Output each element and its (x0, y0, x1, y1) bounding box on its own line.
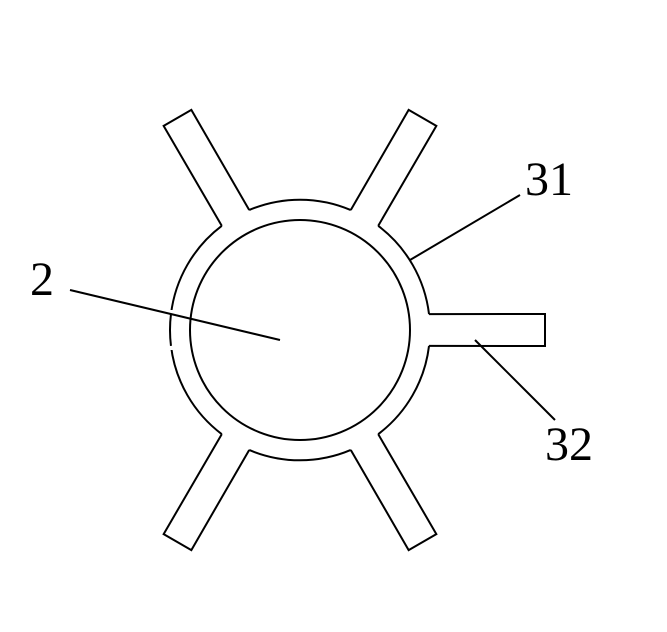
ring-arc-6 (378, 226, 429, 314)
rotor-assembly (50, 110, 545, 550)
callout-32: 32 (545, 418, 593, 471)
erase-spoke-180 (50, 310, 175, 350)
spoke-300 (351, 110, 437, 226)
ring-arc-5 (249, 200, 351, 210)
leader-32 (475, 340, 555, 420)
inner-circle (190, 220, 410, 440)
ring-arc-2 (249, 450, 351, 460)
leader-lines (70, 195, 555, 420)
callout-2: 2 (30, 253, 54, 306)
spoke-120 (164, 434, 250, 550)
spoke-0 (429, 314, 545, 346)
ring-arc-1 (378, 346, 429, 434)
spoke-60 (351, 434, 437, 550)
ring-arc-3 (171, 346, 222, 434)
leader-31 (410, 195, 520, 260)
diagram-svg: 2 31 32 (0, 0, 667, 632)
callout-31: 31 (525, 153, 573, 206)
ring-arc-4 (171, 226, 222, 314)
ring-arc-close-180 (170, 314, 171, 346)
spoke-240 (164, 110, 250, 226)
